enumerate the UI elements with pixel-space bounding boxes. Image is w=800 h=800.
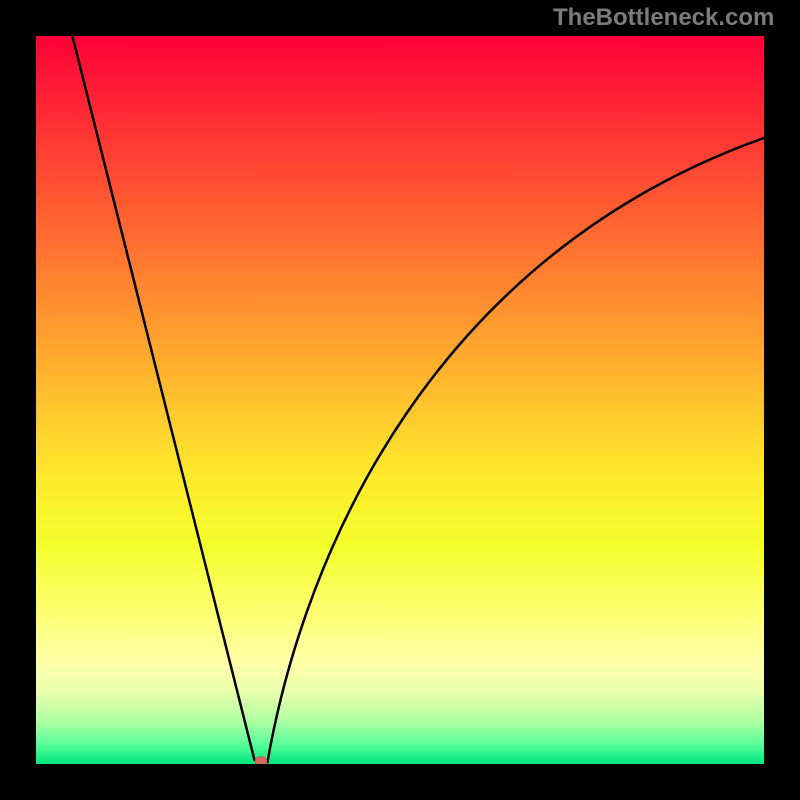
gradient-background bbox=[36, 36, 764, 764]
watermark-text: TheBottleneck.com bbox=[553, 4, 774, 32]
plot-area bbox=[36, 36, 764, 764]
optimal-point-marker bbox=[255, 756, 267, 764]
chart-svg bbox=[36, 36, 764, 764]
